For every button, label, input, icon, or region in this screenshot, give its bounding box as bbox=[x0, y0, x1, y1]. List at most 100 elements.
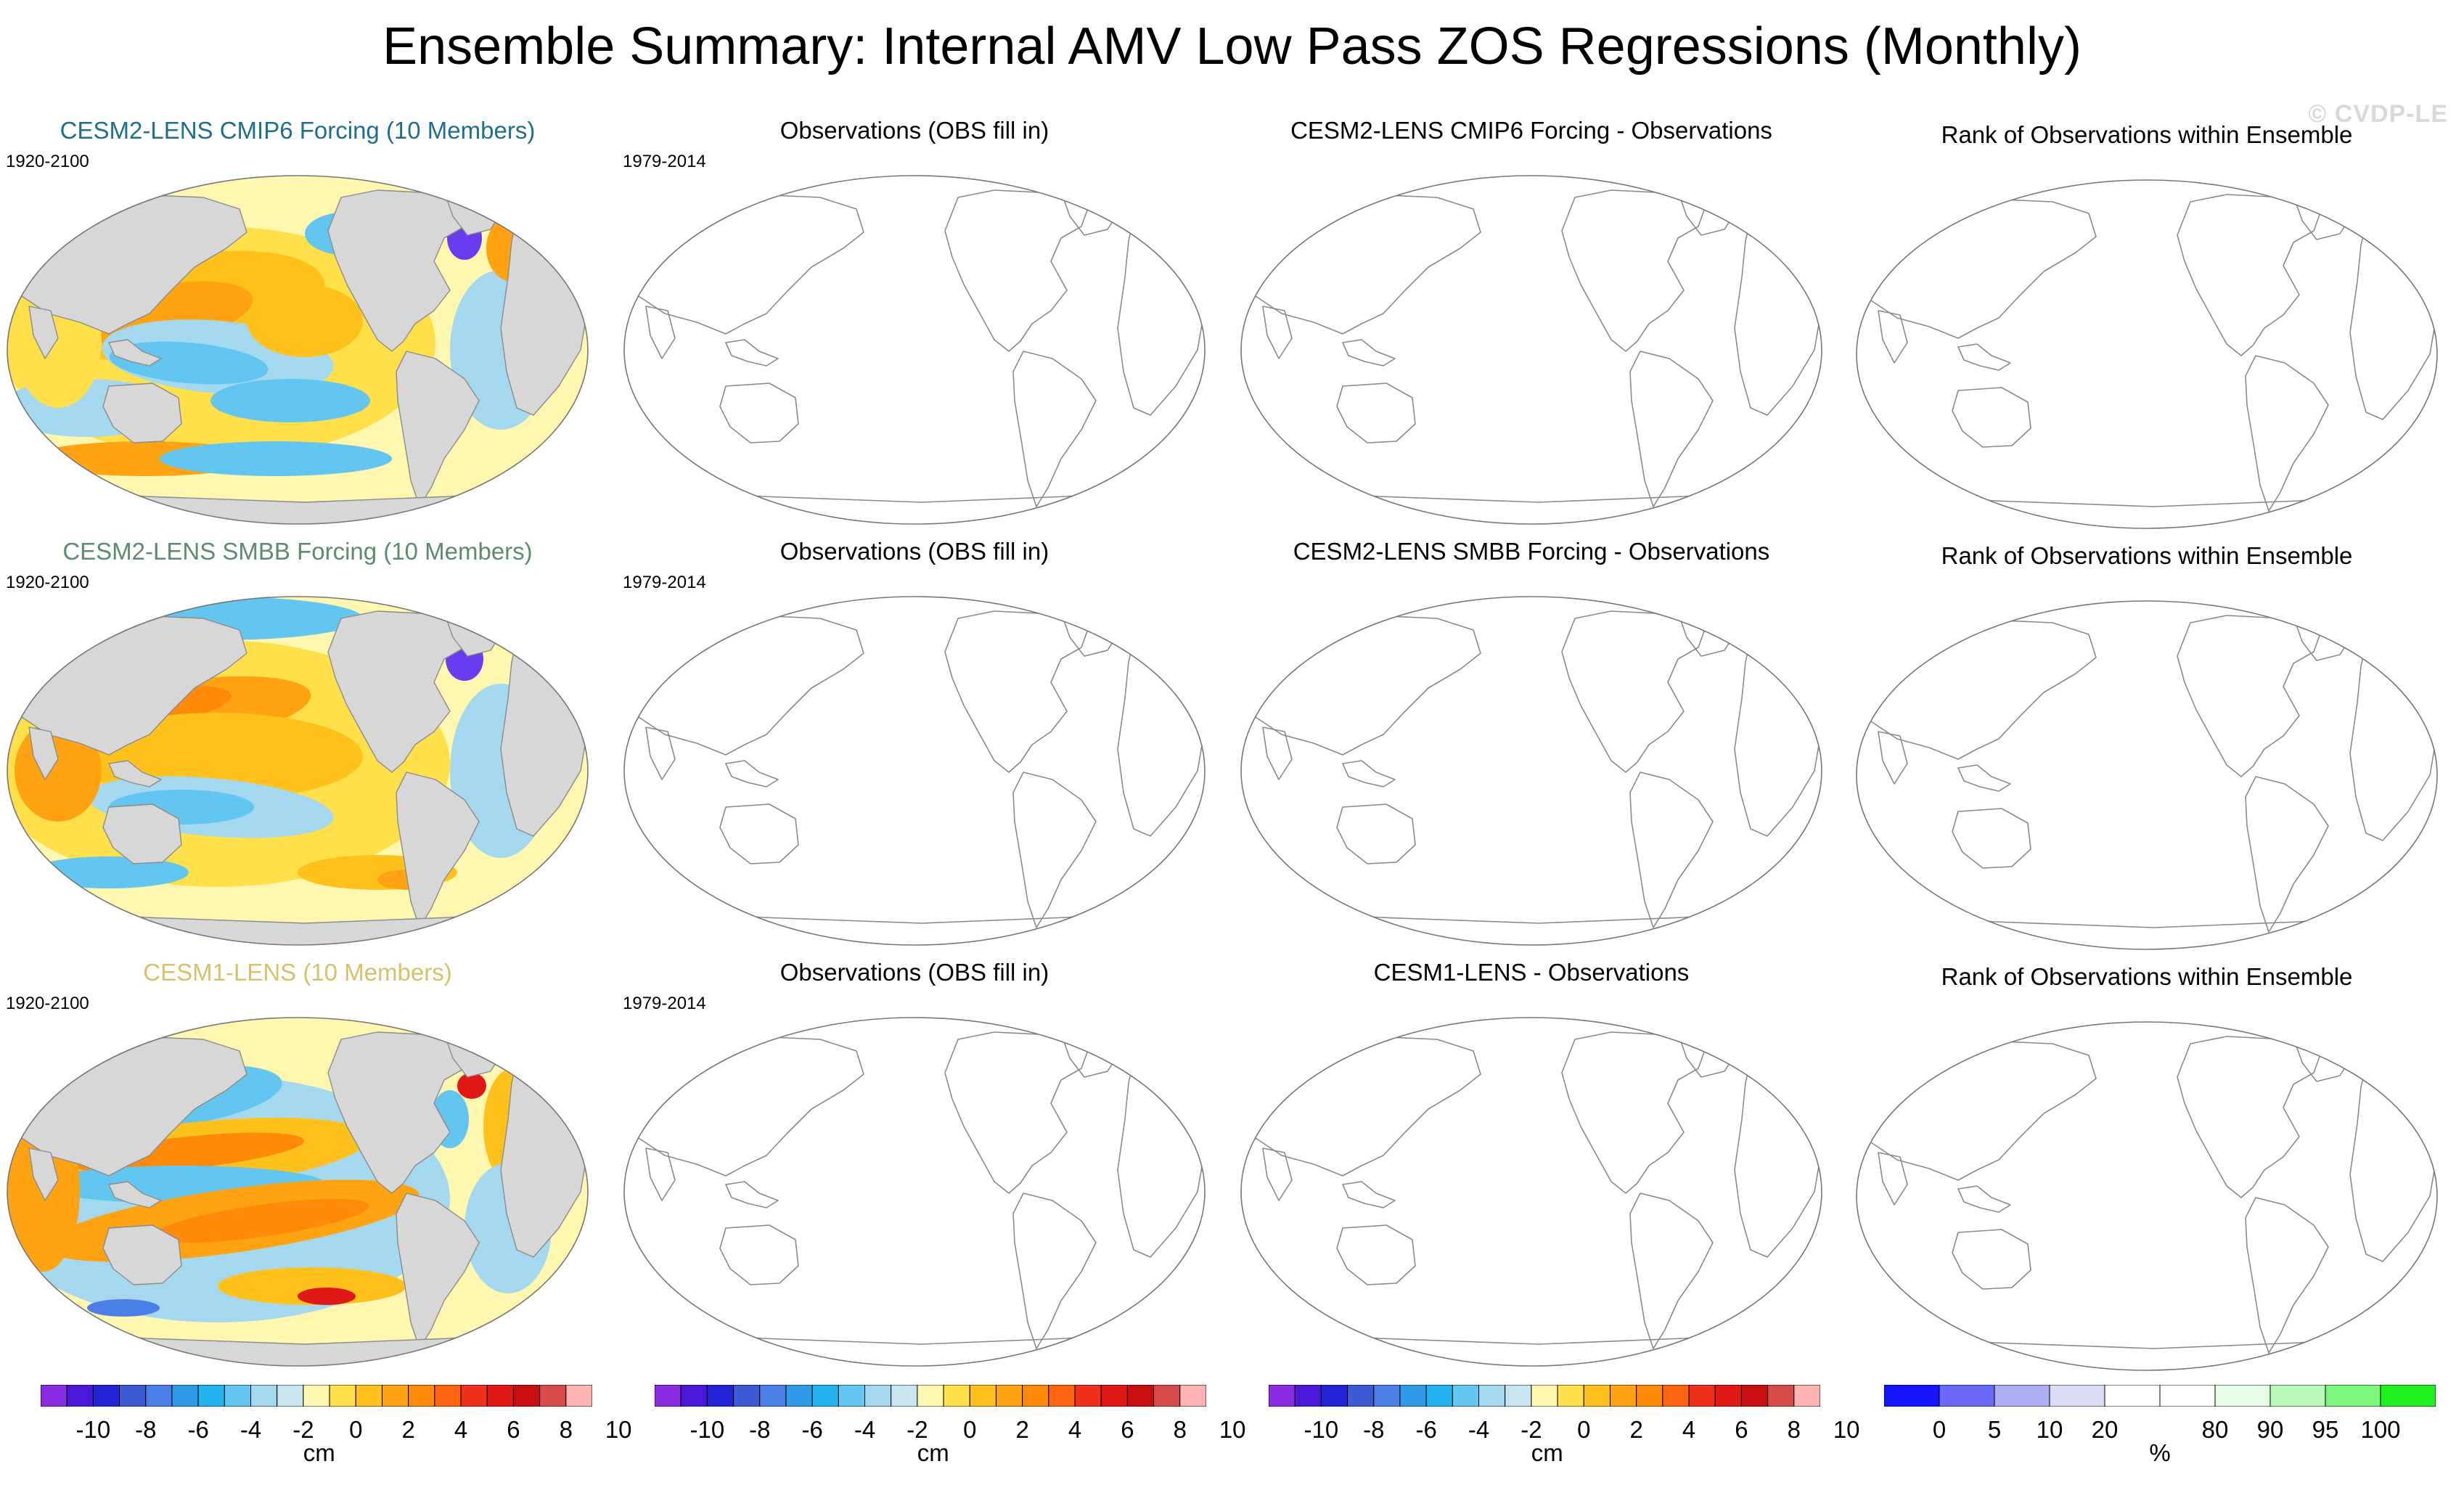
ensemble-regression-map bbox=[7, 596, 589, 946]
colorbar-box bbox=[539, 1385, 567, 1407]
colorbar-box bbox=[434, 1385, 462, 1407]
observations-map bbox=[623, 596, 1206, 946]
colorbar-tick-label: 95 bbox=[2312, 1416, 2339, 1443]
antarctica-land bbox=[1892, 491, 2402, 528]
colorbar-tick-label: -8 bbox=[1363, 1416, 1385, 1443]
anomaly-patch bbox=[457, 1073, 486, 1099]
colorbar-box bbox=[1688, 1385, 1716, 1407]
asia-land bbox=[1865, 198, 2097, 339]
colorbar-box bbox=[1557, 1385, 1584, 1407]
maritime-land bbox=[108, 339, 162, 367]
colorbar-rank: 0 5 10 20 80 90 95 100% bbox=[1884, 1385, 2464, 1472]
colorbar-box bbox=[1884, 1385, 1940, 1407]
colorbar-box bbox=[1074, 1385, 1102, 1407]
colorbar-box bbox=[785, 1385, 813, 1407]
map-content bbox=[632, 1024, 1205, 1366]
antarctica-land bbox=[660, 1329, 1169, 1366]
india-land bbox=[645, 1148, 676, 1201]
panel-title: Rank of Observations within Ensemble bbox=[1941, 963, 2353, 990]
colorbar-tick-label: 6 bbox=[1735, 1416, 1748, 1443]
colorbar-box bbox=[408, 1385, 435, 1407]
colorbar-box bbox=[2104, 1385, 2161, 1407]
colorbar-tick-label: 2 bbox=[1015, 1416, 1029, 1443]
india-land bbox=[1262, 1148, 1293, 1201]
colorbar-box bbox=[1478, 1385, 1506, 1407]
colorbar-tick-label: 4 bbox=[1682, 1416, 1696, 1443]
colorbar-tick-label: 10 bbox=[1219, 1416, 1246, 1443]
colorbar-tick-label: -8 bbox=[749, 1416, 771, 1443]
colorbar-difference: -10 -8 -6 -4 -2 0 2 4 6 8 10 cm bbox=[1269, 1385, 1864, 1472]
colorbar-box bbox=[565, 1385, 592, 1407]
colorbar-box bbox=[1425, 1385, 1453, 1407]
colorbar-box bbox=[1179, 1385, 1206, 1407]
anomaly-patch bbox=[29, 856, 189, 888]
rank-map bbox=[1856, 600, 2438, 950]
colorbar-box bbox=[1399, 1385, 1427, 1407]
south-america-land bbox=[2245, 355, 2329, 512]
colorbar-box bbox=[1320, 1385, 1348, 1407]
south-america-land bbox=[1012, 1192, 1097, 1349]
europe-africa-land bbox=[1734, 632, 1822, 837]
colorbar-tick-label: -6 bbox=[187, 1416, 209, 1443]
map-border bbox=[1856, 179, 2438, 529]
antarctica-land bbox=[1892, 912, 2402, 949]
asia-land bbox=[632, 1036, 864, 1177]
antarctica-land bbox=[1277, 487, 1786, 524]
south-america-land bbox=[1629, 772, 1714, 928]
colorbar-tick-label: -2 bbox=[906, 1416, 928, 1443]
colorbar-boxes bbox=[1884, 1385, 2436, 1407]
colorbar-box bbox=[1294, 1385, 1322, 1407]
antarctica-land bbox=[660, 908, 1169, 945]
colorbar-tick-label: 4 bbox=[1068, 1416, 1082, 1443]
map-border bbox=[1856, 600, 2438, 950]
australia-land bbox=[719, 382, 799, 443]
period-label: 1920-2100 bbox=[6, 152, 89, 171]
observations-map bbox=[623, 175, 1206, 525]
panel-title: CESM2-LENS SMBB Forcing - Observations bbox=[1293, 538, 1770, 565]
colorbar-box bbox=[41, 1385, 67, 1407]
anomaly-patch bbox=[87, 1299, 160, 1317]
panel-title: CESM1-LENS (10 Members) bbox=[143, 959, 452, 986]
colorbar-observations: -10 -8 -6 -4 -2 0 2 4 6 8 10 cm bbox=[655, 1385, 1250, 1472]
panel-row3-ensemble: CESM1-LENS (10 Members) 1920-2100 bbox=[0, 958, 595, 1379]
colorbar-box bbox=[1100, 1385, 1128, 1407]
panel-row2-difference: CESM2-LENS SMBB Forcing - Observations bbox=[1234, 537, 1829, 958]
rank-map bbox=[1856, 179, 2438, 529]
colorbar-box bbox=[1939, 1385, 1995, 1407]
panel-row1-ensemble: CESM2-LENS CMIP6 Forcing (10 Members) 19… bbox=[0, 116, 595, 537]
north-america-land bbox=[1561, 1031, 1706, 1194]
colorbar-box bbox=[1048, 1385, 1076, 1407]
asia-land bbox=[1865, 1040, 2097, 1181]
colorbar-box bbox=[864, 1385, 892, 1407]
map-content bbox=[632, 603, 1205, 945]
colorbar-box bbox=[995, 1385, 1023, 1407]
colorbar-box bbox=[224, 1385, 252, 1407]
colorbar-box bbox=[838, 1385, 866, 1407]
colorbar-box bbox=[1714, 1385, 1742, 1407]
map-border bbox=[1240, 175, 1822, 525]
colorbar-tick-label: 10 bbox=[2036, 1416, 2063, 1443]
colorbar-box bbox=[1994, 1385, 2050, 1407]
panel-row3-observations: Observations (OBS fill in) 1979-2014 bbox=[617, 958, 1212, 1379]
colorbar-box bbox=[759, 1385, 787, 1407]
north-america-land bbox=[944, 1031, 1089, 1194]
colorbar-box bbox=[2380, 1385, 2436, 1407]
colorbar-tick-label: -8 bbox=[135, 1416, 157, 1443]
antarctica-land bbox=[660, 487, 1169, 524]
panel-row2-observations: Observations (OBS fill in) 1979-2014 bbox=[617, 537, 1212, 958]
colorbar-box bbox=[1583, 1385, 1610, 1407]
colorbar-box bbox=[706, 1385, 734, 1407]
europe-africa-land bbox=[2349, 216, 2437, 420]
colorbar-box bbox=[1153, 1385, 1181, 1407]
colorbar-tick-label: -6 bbox=[1415, 1416, 1437, 1443]
colorbar-box bbox=[1636, 1385, 1663, 1407]
map-content bbox=[7, 1018, 588, 1366]
period-label: 1979-2014 bbox=[623, 573, 706, 592]
south-america-land bbox=[1629, 351, 1714, 507]
difference-map bbox=[1240, 175, 1822, 525]
anomaly-patch bbox=[160, 441, 392, 476]
colorbar-boxes bbox=[655, 1385, 1206, 1407]
ensemble-regression-map bbox=[7, 175, 589, 525]
colorbar-tick-label: 0 bbox=[1932, 1416, 1947, 1443]
greenland-land bbox=[1676, 1024, 1743, 1078]
